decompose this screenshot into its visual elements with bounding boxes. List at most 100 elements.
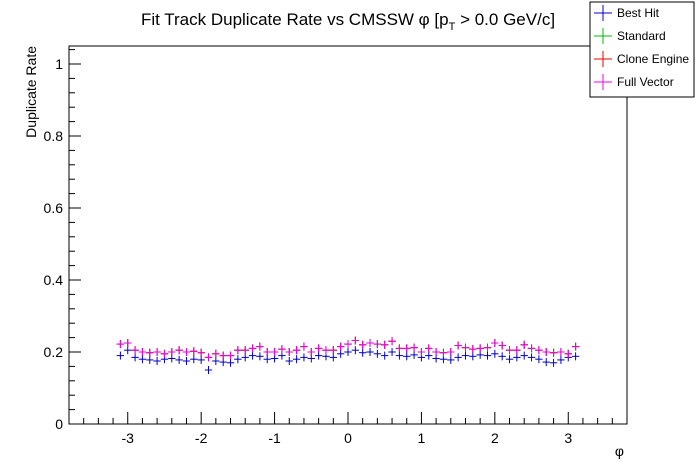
data-point <box>131 353 139 362</box>
data-point <box>329 346 337 355</box>
data-point <box>359 340 367 349</box>
data-point <box>557 355 565 364</box>
data-point <box>505 346 514 355</box>
data-point <box>307 348 315 356</box>
data-point <box>168 348 176 356</box>
data-point <box>461 343 470 352</box>
data-point <box>292 346 301 355</box>
data-point <box>344 348 352 356</box>
x-axis-label: φ <box>615 443 624 459</box>
data-point <box>410 343 418 352</box>
legend-entry: Full Vector <box>594 74 674 90</box>
data-point <box>204 353 213 362</box>
chart-title-main: Fit Track Duplicate Rate vs CMSSW φ [p <box>141 10 449 29</box>
x-tick-label: 1 <box>418 430 426 446</box>
chart-title: Fit Track Duplicate Rate vs CMSSW φ [pT … <box>141 10 555 33</box>
data-point <box>153 357 161 365</box>
data-point <box>483 351 492 360</box>
data-point <box>153 348 161 356</box>
x-tick-label: 2 <box>491 430 499 446</box>
data-point <box>388 337 396 346</box>
data-point <box>498 352 506 361</box>
data-point <box>432 348 440 356</box>
data-point <box>425 344 433 353</box>
data-point <box>256 352 264 361</box>
y-tick-label: 0.8 <box>44 128 64 144</box>
data-point <box>476 344 484 353</box>
data-point <box>425 351 433 360</box>
data-point <box>131 346 139 355</box>
data-point <box>182 348 191 356</box>
x-tick-label: 3 <box>564 430 572 446</box>
data-point <box>513 353 521 362</box>
data-point <box>175 355 183 364</box>
legend: Best Hit Standard Clone Engine Full Vector <box>589 1 695 98</box>
data-point <box>483 343 492 352</box>
data-point <box>571 342 580 351</box>
data-point <box>226 358 235 367</box>
data-point <box>336 349 345 358</box>
legend-label: Full Vector <box>617 75 674 89</box>
data-point <box>138 355 147 364</box>
data-point <box>527 344 536 353</box>
y-axis-label: Duplicate Rate <box>23 46 39 138</box>
data-point <box>454 341 462 350</box>
data-point <box>314 344 323 353</box>
y-tick-label: 1 <box>55 56 63 72</box>
data-point <box>351 346 360 355</box>
x-tick-label: -3 <box>122 430 135 446</box>
data-point <box>469 345 477 354</box>
data-point <box>292 355 301 364</box>
data-point <box>557 348 565 356</box>
legend-label: Best Hit <box>617 6 660 20</box>
data-point <box>278 345 286 354</box>
data-point <box>344 340 352 349</box>
data-point <box>263 355 271 364</box>
data-point <box>160 349 169 358</box>
data-point <box>410 350 418 359</box>
data-point <box>527 353 536 362</box>
data-point <box>190 355 198 364</box>
data-point <box>395 344 404 353</box>
data-point <box>248 351 257 360</box>
data-point <box>175 346 183 355</box>
plot-frame <box>68 45 628 425</box>
data-point <box>571 352 580 361</box>
data-point <box>447 355 455 364</box>
data-point <box>226 351 235 360</box>
data-point <box>270 348 279 356</box>
data-point <box>366 348 374 356</box>
data-point <box>417 348 426 356</box>
data-point <box>314 351 323 360</box>
data-point <box>285 357 293 365</box>
data-point <box>300 342 308 351</box>
data-point <box>197 355 205 364</box>
data-point <box>146 348 154 357</box>
data-point <box>124 346 132 355</box>
x-tick-label: -2 <box>195 430 208 446</box>
data-point <box>248 344 257 353</box>
data-point <box>336 342 345 351</box>
chart-title-subscript: T <box>449 21 456 33</box>
data-point <box>447 348 455 356</box>
data-point <box>351 336 360 345</box>
data-point <box>366 339 374 347</box>
data-point <box>138 348 147 356</box>
data-point <box>241 353 249 362</box>
data-point <box>513 346 521 355</box>
data-point <box>190 347 198 356</box>
data-point <box>549 358 558 367</box>
data-point <box>491 349 499 358</box>
x-tick-label: -1 <box>268 430 281 446</box>
y-tick-label: 0.4 <box>44 272 64 288</box>
legend-entry: Best Hit <box>594 5 660 21</box>
legend-entry: Standard <box>594 28 666 44</box>
data-point <box>461 351 470 360</box>
data-point <box>535 355 543 364</box>
data-point <box>388 348 396 356</box>
data-point <box>146 355 154 364</box>
data-point <box>263 348 271 356</box>
data-point <box>381 351 389 360</box>
data-point <box>234 346 242 355</box>
data-point <box>116 340 125 349</box>
